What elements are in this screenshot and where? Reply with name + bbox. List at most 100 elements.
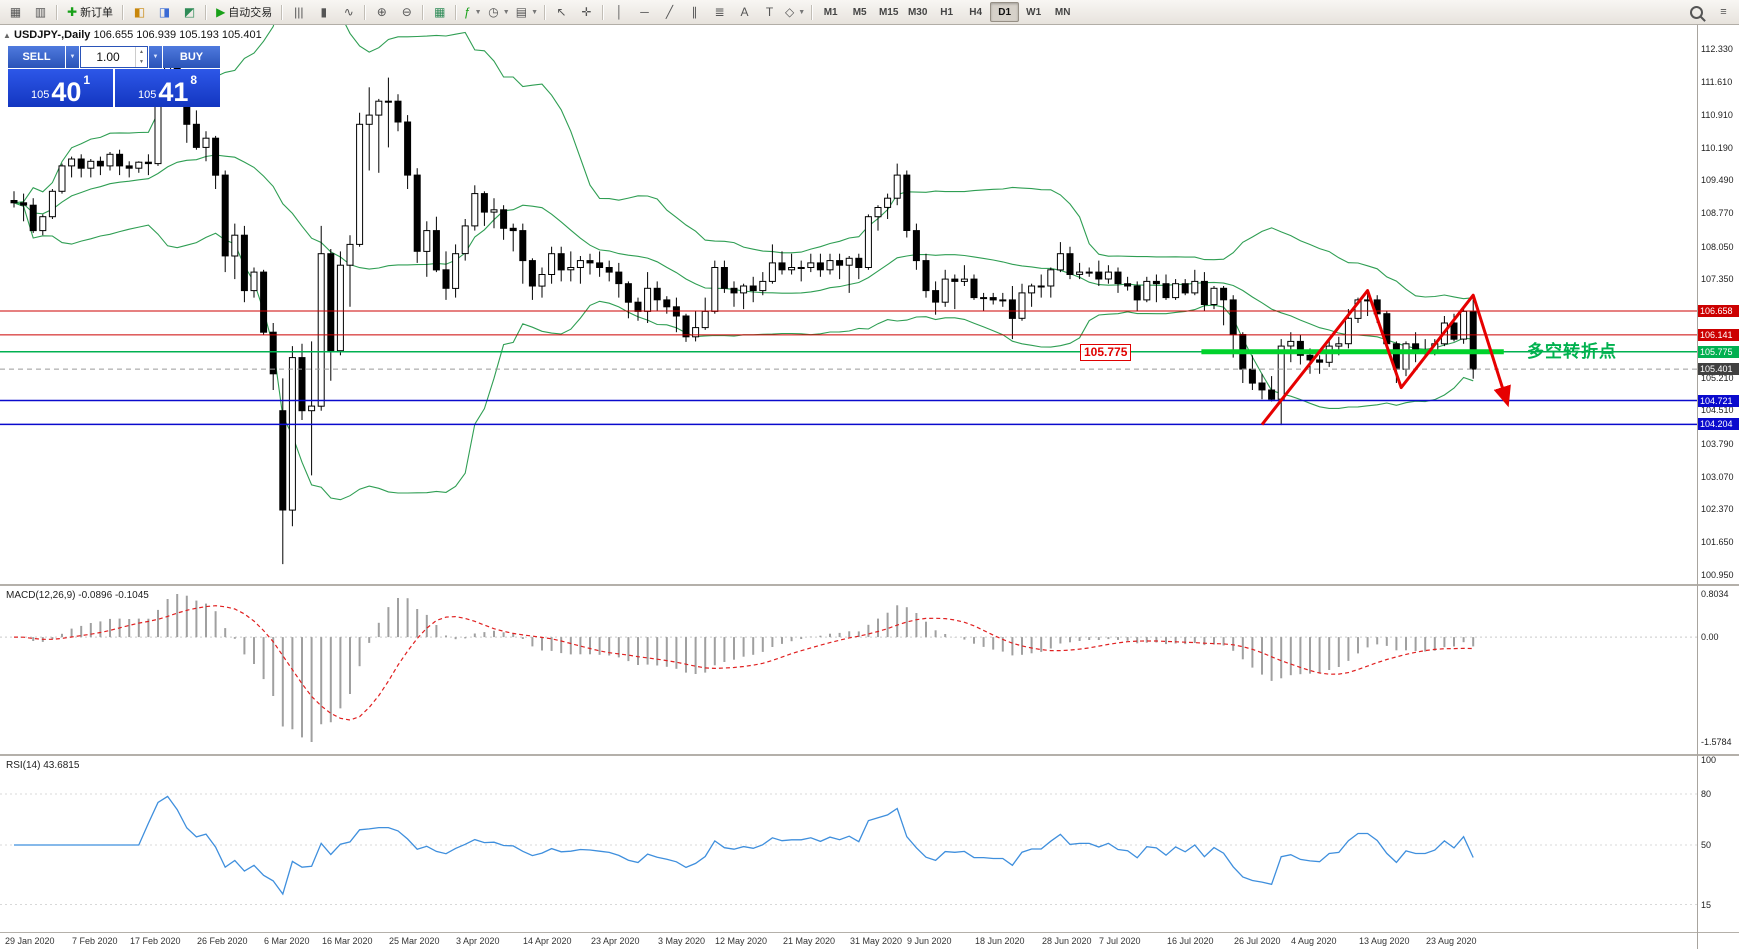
time-axis-label: 14 Apr 2020 [523,936,572,946]
macd-histogram [22,594,1475,742]
sell-price-button[interactable]: 105 40 1 [8,69,113,107]
crosshair-icon: ✛ [581,5,592,19]
buy-price-button[interactable]: 105 41 8 [115,69,220,107]
volume-value[interactable]: 1.00 [96,50,120,64]
rsi-axis-label: 100 [1701,755,1717,765]
time-axis-label: 23 Apr 2020 [591,936,640,946]
periods-button[interactable]: ◷ ▼ [485,1,512,23]
line-chart-button[interactable]: ∿ [336,1,361,23]
tile-windows-button[interactable]: ▦ [427,1,452,23]
toolbar-separator [811,4,814,20]
autotrading-button[interactable]: ▶ 自动交易 [210,1,278,23]
data-window-icon: ◨ [158,5,171,19]
zoom-in-button[interactable]: ⊕ [369,1,394,23]
sell-price-figure: 105 [30,89,50,101]
price-axis-tag[interactable]: 106.141 [1698,329,1739,341]
symbol-title: USDJPY-,Daily [14,29,91,41]
turning-point-note[interactable]: 多空转折点 [1527,342,1617,361]
price-axis-separator[interactable] [1697,24,1698,949]
time-axis-label: 6 Mar 2020 [264,936,310,946]
label-button[interactable]: T [757,1,782,23]
toolbar-separator [602,4,604,20]
price-axis-tag[interactable]: 105.775 [1698,346,1739,358]
price-axis-label: 108.770 [1701,208,1734,218]
sell-dropdown-icon[interactable]: ▼ [66,46,79,68]
toolbar-separator [205,4,208,20]
dropdown-arrow-icon: ▼ [502,8,510,16]
data-window-button[interactable]: ◨ [152,1,177,23]
spin-down-icon[interactable]: ▼ [139,59,144,65]
main-toolbar: ▦ ▥ ✚ 新订单 ◧ ◨ ◩ ▶ 自动交易 ||| ▮ ∿ ⊕ ⊖ ▦ ƒ ▼ ◷ ▼ ▤ ▼ ↖ ✛ │ ─ ╱ ∥ ≣ A T ◇ ▼ M… [0,0,1739,25]
panel-separator[interactable] [0,584,1739,586]
candlestick-button[interactable]: ▮ [311,1,336,23]
sell-button[interactable]: SELL [8,46,65,68]
timeframe-button-d1[interactable]: D1 [990,2,1020,22]
timeframe-button-m1[interactable]: M1 [823,6,838,18]
timeframe-button-m15[interactable]: M15 [878,6,899,18]
shapes-button[interactable]: ◇ ▼ [782,1,808,23]
toolbar-menu-button[interactable]: ≡ [1720,6,1727,18]
toolbar-right-group: ≡ [1684,1,1739,23]
timeframe-button-m30[interactable]: M30 [907,6,928,18]
price-axis-label: 111.610 [1701,77,1733,87]
buy-dropdown-icon[interactable]: ▼ [149,46,162,68]
trendline-button[interactable]: ╱ [657,1,682,23]
horizontal-line-button[interactable]: ─ [632,1,657,23]
zigzag-arrow-annotation[interactable] [1260,289,1511,426]
candles [10,54,1477,565]
zoom-out-button[interactable]: ⊖ [394,1,419,23]
price-axis-tag[interactable]: 104.721 [1698,395,1739,407]
macd-panel[interactable] [0,586,1697,752]
price-level-callout[interactable]: 105.775 [1080,344,1132,361]
channel-button[interactable]: ∥ [682,1,707,23]
timeframe-button-w1[interactable]: W1 [1026,6,1042,18]
crosshair-button[interactable]: ✛ [574,1,599,23]
timeframe-button-m5[interactable]: M5 [852,6,867,18]
indicators-button[interactable]: ƒ ▼ [460,1,485,23]
spin-up-icon[interactable]: ▲ [139,49,144,55]
price-axis-label: 104.510 [1701,405,1734,415]
tile-icon: ▦ [434,5,446,19]
templates-button[interactable]: ▤ ▼ [513,1,541,23]
time-axis-label: 3 Apr 2020 [456,936,500,946]
rsi-panel[interactable] [0,756,1697,932]
symbol-search-button[interactable] [1684,1,1709,23]
chart-profiles-button[interactable]: ▥ [28,1,53,23]
rsi-label: RSI(14) 43.6815 [6,760,80,771]
bars-icon: ||| [294,5,304,19]
volume-spinner[interactable]: ▲ ▼ [135,47,147,67]
time-axis-label: 7 Jul 2020 [1099,936,1141,946]
plus-icon: ✚ [67,5,78,19]
price-axis-tag[interactable]: 104.204 [1698,418,1739,430]
bar-chart-button[interactable]: ||| [286,1,311,23]
new-chart-button[interactable]: ▦ [3,1,28,23]
timeframe-button-mn[interactable]: MN [1054,6,1071,18]
price-axis-label: 110.910 [1701,110,1733,120]
vertical-line-button[interactable]: │ [607,1,632,23]
volume-input[interactable]: 1.00 ▲ ▼ [80,46,148,68]
time-axis-label: 31 May 2020 [850,936,903,946]
time-axis-label: 29 Jan 2020 [5,936,55,946]
label-icon: T [765,5,774,19]
chart-window-icon: ▦ [9,5,22,19]
new-order-button[interactable]: ✚ 新订单 [61,1,119,23]
market-watch-button[interactable]: ◧ [127,1,152,23]
fibonacci-button[interactable]: ≣ [707,1,732,23]
price-axis-tag[interactable]: 105.401 [1698,363,1739,375]
timeframe-button-h1[interactable]: H1 [940,6,954,18]
buy-button[interactable]: BUY [163,46,220,68]
bollinger-bands [13,24,1474,501]
macd-label: MACD(12,26,9) -0.0896 -0.1045 [6,590,149,601]
price-axis-label: 102.370 [1701,504,1734,514]
text-button[interactable]: A [732,1,757,23]
panel-separator[interactable] [0,754,1739,756]
main-chart[interactable] [0,24,1697,584]
time-axis-label: 16 Mar 2020 [322,936,373,946]
timeframe-button-h4[interactable]: H4 [969,6,983,18]
cursor-button[interactable]: ↖ [549,1,574,23]
horizontal-line-objects[interactable] [0,310,1697,426]
price-axis-tag[interactable]: 106.658 [1698,305,1739,317]
terminal-button[interactable]: ◩ [177,1,202,23]
rsi-axis-label: 50 [1701,840,1712,850]
trade-panel-toggle-icon[interactable]: ▲ [3,31,11,40]
